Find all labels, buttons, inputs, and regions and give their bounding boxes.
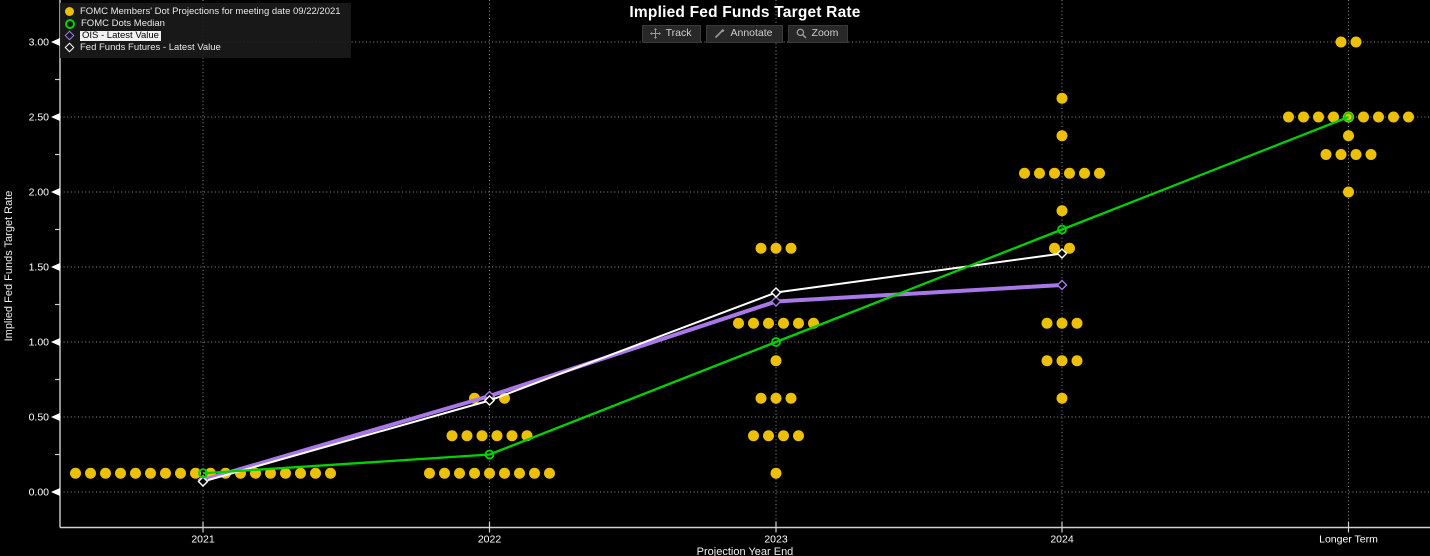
zoom-button-label: Zoom [811, 27, 839, 39]
magnifier-icon [796, 28, 807, 39]
chart-toolbar: Track Annotate Zoom [60, 25, 1430, 43]
svg-text:Longer Term: Longer Term [1319, 534, 1378, 546]
track-button[interactable]: Track [641, 25, 702, 43]
annotate-button[interactable]: Annotate [706, 25, 783, 43]
svg-text:1.50: 1.50 [29, 262, 50, 274]
legend-item-1[interactable]: FOMC Dots Median [65, 18, 341, 29]
svg-text:2024: 2024 [1050, 534, 1074, 546]
x-axis-title: Projection Year End [697, 546, 794, 556]
svg-text:1.00: 1.00 [29, 337, 50, 349]
svg-text:0.50: 0.50 [29, 412, 50, 424]
legend-item-3[interactable]: Fed Funds Futures - Latest Value [64, 41, 341, 53]
svg-text:2.50: 2.50 [29, 112, 50, 124]
open-diamond-icon [64, 42, 75, 53]
legend-item-2[interactable]: OIS - Latest Value [64, 29, 341, 41]
zoom-button[interactable]: Zoom [787, 25, 849, 43]
pencil-icon [714, 28, 725, 39]
svg-text:2.00: 2.00 [29, 187, 50, 199]
svg-text:3.00: 3.00 [29, 37, 50, 49]
svg-text:2021: 2021 [191, 534, 215, 546]
svg-text:2022: 2022 [478, 534, 502, 546]
svg-text:0.00: 0.00 [29, 487, 50, 499]
svg-text:2023: 2023 [764, 534, 788, 546]
legend-item-label: FOMC Dots Median [81, 17, 165, 29]
open-diamond-icon [64, 30, 75, 41]
move-icon [649, 28, 661, 39]
chart-generated-layers: 3.00 2.50 2.00 1.50 1.00 0.50 0.00 2021 2022 2023… [29, 0, 1430, 546]
legend-item-label: OIS - Latest Value [80, 29, 161, 41]
legend-item-0[interactable]: FOMC Members' Dot Projections for meetin… [65, 6, 341, 17]
open-circle-icon [65, 18, 75, 29]
y-axis-title: Implied Fed Funds Target Rate [3, 191, 15, 342]
track-button-label: Track [665, 27, 692, 39]
legend-item-label: Fed Funds Futures - Latest Value [80, 41, 221, 53]
annotate-button-label: Annotate [730, 27, 773, 39]
filled-circle-icon [65, 7, 74, 16]
chart-title: Implied Fed Funds Target Rate [629, 4, 861, 21]
legend-item-label: FOMC Members' Dot Projections for meetin… [80, 5, 341, 17]
chart-legend: FOMC Members' Dot Projections for meetin… [60, 3, 351, 58]
